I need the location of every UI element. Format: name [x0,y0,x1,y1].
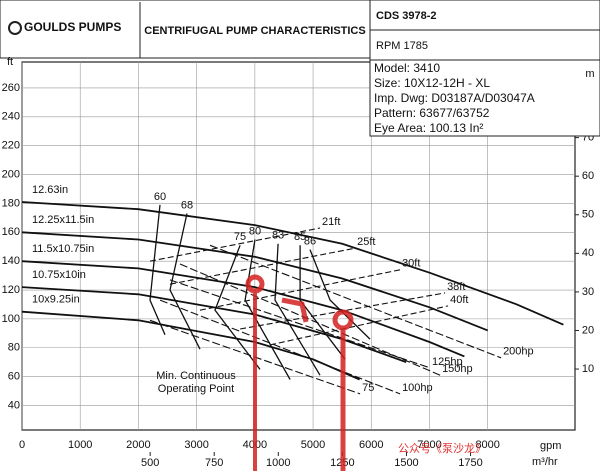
header-title: CENTRIFUGAL PUMP CHARACTERISTICS [144,25,365,37]
head-curve [21,231,489,332]
head-curve-label: 11.5x10.75in [32,243,94,255]
y2-tick-label: 60 [582,170,594,182]
npsh-curve [199,269,401,311]
x-tick-label: 2000 [126,439,150,451]
red-marker [332,309,354,331]
npsh-curve-label: 21ft [322,216,340,228]
efficiency-curve [309,249,371,340]
y-tick-label: 180 [2,197,20,209]
x2-tick-label: 1750 [458,457,482,469]
efficiency-curve-label: 60 [154,191,166,203]
rpm: RPM 1785 [376,40,428,52]
y2-tick-label: 30 [582,286,594,298]
y-tick-label: 120 [2,284,20,296]
power-curve [169,279,431,369]
npsh-curve-label: 30ft [402,258,420,270]
size: Size: 10X12-12H - XL [374,76,490,90]
efficiency-curve-label: 75 [234,231,246,243]
red-markers [245,274,354,471]
x-tick-label: 0 [19,439,25,451]
x2-tick-label: 500 [141,457,159,469]
power-curve-label: 75 [362,382,374,394]
x2-tick-label: 750 [205,457,223,469]
annotation: Min. Continuous [156,370,236,382]
y-tick-label: 220 [2,140,20,152]
head-curve-label: 12.63in [32,184,68,196]
power-curve-label: 200hp [503,346,534,358]
curve-number: CDS 3978-2 [376,10,437,22]
npsh-curve [169,247,356,285]
efficiency-curve-label: 86 [304,236,316,248]
npsh-curve [149,227,321,262]
x-tick-label: 5000 [301,439,325,451]
efficiency-curve [244,239,291,380]
y-tick-label: 260 [2,82,20,94]
watermark: 公众号《泵沙龙》 [398,442,486,455]
x-axis-label: gpm [540,440,561,452]
curves: 12.63in 12.25x11.5in 11.5x10.75in 10.75x10i… [21,184,564,395]
efficiency-curve-label: 85 [294,231,306,243]
y2-tick-label: 40 [582,247,594,259]
efficiency-curve-label: 80 [249,225,261,237]
power-curve [179,263,441,376]
x-tick-label: 6000 [359,439,383,451]
efficiency-curve [299,245,346,360]
power-curve-label: 150hp [442,363,473,375]
y-tick-label: 140 [2,255,20,267]
y2-tick-label: 20 [582,324,594,336]
logo: GOULDS PUMPS [24,20,121,34]
pattern: Pattern: 63677/63752 [374,106,490,120]
x-tick-label: 1000 [68,439,92,451]
imp-dwg: Imp. Dwg: D03187A/D03047A [374,91,535,105]
npsh-curve [269,305,449,346]
x-tick-label: 3000 [184,439,208,451]
y-axis-label: ft [7,56,13,68]
efficiency-curve [169,213,201,350]
y-tick-label: 100 [2,313,20,325]
x-tick-label: 7000 [417,439,441,451]
y-tick-label: 240 [2,111,20,123]
y2-tick-label: 50 [582,209,594,221]
npsh-curve-label: 25ft [357,236,375,248]
head-curve [21,201,564,326]
y2-axis-label: m [585,68,594,80]
head-curve-label: 12.25x11.5in [32,214,94,226]
efficiency-curve [274,243,321,376]
x-tick-label: 8000 [475,439,499,451]
model: Model: 3410 [374,61,440,75]
head-curve [21,260,465,358]
info-box [369,0,600,137]
red-marker [245,274,265,294]
efficiency-curve [214,245,261,370]
power-curve-label: 100hp [402,382,433,394]
red-marker [281,297,309,323]
power-curve [209,244,502,359]
logo-icon [8,21,22,35]
y-tick-label: 40 [8,399,20,411]
efficiency-curve-label: 68 [181,199,193,211]
y-tick-label: 80 [8,342,20,354]
head-curve-label: 10x9.25in [32,294,80,306]
x2-tick-label: 1500 [394,457,418,469]
y2-tick-label: 10 [582,363,594,375]
head-curve-label: 10.75x10in [32,269,86,281]
eye-area: Eye Area: 100.13 In² [374,121,483,135]
power-curve-label: 125hp [432,356,463,368]
x2-tick-label: 1000 [266,457,290,469]
power-curve [159,299,401,395]
annotation: Operating Point [158,383,234,395]
y-tick-label: 200 [2,168,20,180]
x2-axis-label: m³/hr [532,456,558,468]
npsh-curve-label: 38ft [447,281,465,293]
y-tick-label: 160 [2,226,20,238]
efficiency-curve [149,204,166,336]
y-tick-label: 60 [8,371,20,383]
npsh-curve-label: 40ft [450,294,468,306]
